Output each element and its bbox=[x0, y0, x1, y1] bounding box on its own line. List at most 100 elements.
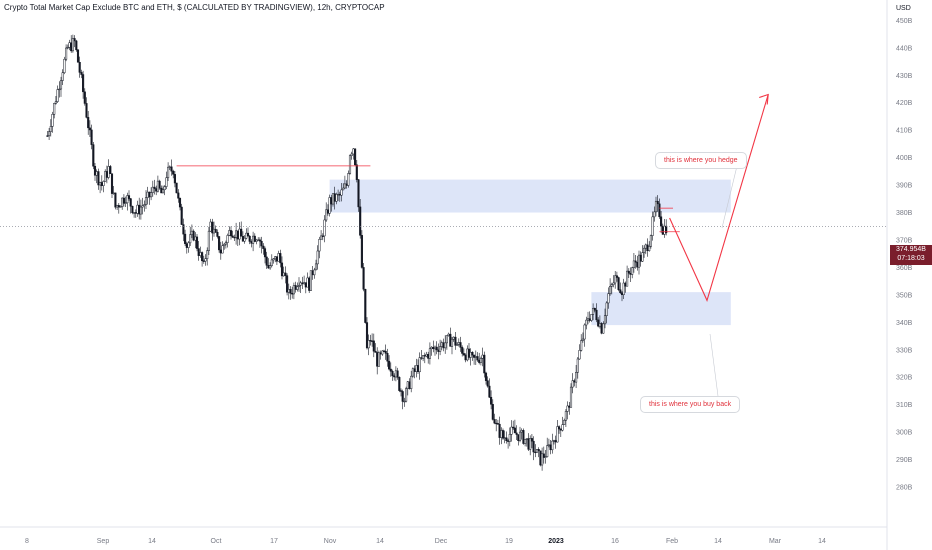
candle-body bbox=[342, 187, 345, 191]
candle-body bbox=[445, 335, 448, 344]
candle-body bbox=[663, 225, 666, 235]
candle-body bbox=[121, 197, 124, 207]
candle-body bbox=[263, 248, 267, 258]
candle-body bbox=[161, 189, 165, 194]
zone-1[interactable] bbox=[591, 292, 731, 326]
candle-body bbox=[541, 453, 544, 466]
candle-body bbox=[229, 230, 233, 237]
candle-body bbox=[107, 166, 110, 178]
candle-body bbox=[399, 390, 403, 392]
candle-body bbox=[228, 230, 231, 236]
candle-body bbox=[377, 352, 380, 367]
candle-body bbox=[82, 74, 85, 93]
candle-body bbox=[525, 438, 528, 440]
candle-body bbox=[598, 323, 601, 327]
candle-body bbox=[529, 438, 532, 450]
candle-body bbox=[129, 198, 132, 207]
candle-body bbox=[580, 340, 583, 351]
candle-body bbox=[153, 186, 156, 189]
candle-body bbox=[248, 235, 251, 242]
candle-body bbox=[602, 323, 605, 334]
candle-body bbox=[252, 235, 255, 244]
candle-body bbox=[381, 350, 384, 355]
candle-body bbox=[539, 450, 542, 466]
candle-body bbox=[571, 380, 574, 388]
candle-body bbox=[338, 193, 341, 196]
candle-body bbox=[306, 277, 309, 288]
candle-body bbox=[292, 285, 295, 295]
candle-body bbox=[352, 148, 355, 155]
candle-body bbox=[260, 240, 263, 247]
candle-body bbox=[648, 246, 651, 251]
candle-body bbox=[253, 235, 256, 242]
candle-body bbox=[450, 338, 454, 347]
candle-body bbox=[476, 356, 479, 361]
candle-body bbox=[517, 434, 520, 441]
candle-body bbox=[297, 284, 301, 288]
candle-body bbox=[80, 72, 83, 75]
candle-body bbox=[117, 205, 120, 208]
candle-body bbox=[590, 314, 593, 321]
projection-path[interactable] bbox=[669, 94, 769, 302]
candle-body bbox=[364, 289, 367, 323]
candle-body bbox=[467, 348, 471, 358]
candle-body bbox=[413, 368, 416, 372]
candle-body bbox=[568, 405, 571, 408]
candle-body bbox=[491, 404, 494, 420]
candle-body bbox=[87, 117, 90, 129]
candle-body bbox=[173, 174, 176, 184]
candle-body bbox=[348, 155, 352, 174]
candle-body bbox=[406, 381, 409, 389]
candle-body bbox=[369, 340, 372, 342]
candle-body bbox=[313, 269, 316, 276]
candle-body bbox=[282, 272, 285, 277]
candle-body bbox=[428, 348, 431, 359]
candle-body bbox=[308, 277, 311, 291]
candle-body bbox=[449, 333, 452, 347]
candle-body bbox=[658, 203, 661, 218]
candle-body bbox=[48, 131, 51, 137]
candle-body bbox=[58, 88, 61, 91]
candle-body bbox=[49, 126, 52, 132]
candle-body bbox=[75, 40, 78, 51]
candle-body bbox=[435, 346, 438, 351]
candle-body bbox=[309, 270, 312, 291]
candle-body bbox=[609, 286, 612, 294]
candle-body bbox=[627, 270, 630, 274]
candle-body bbox=[617, 277, 620, 290]
candle-body bbox=[554, 440, 557, 443]
candle-body bbox=[558, 426, 561, 430]
candle-body bbox=[384, 350, 387, 354]
candle-body bbox=[320, 235, 323, 240]
candle-body bbox=[510, 426, 513, 435]
candle-body bbox=[280, 262, 284, 277]
candle-body bbox=[168, 166, 171, 168]
candle-body bbox=[272, 258, 275, 261]
candle-body bbox=[347, 173, 350, 186]
candle-body bbox=[291, 293, 294, 295]
candle-body bbox=[316, 250, 319, 265]
buy-back-annotation[interactable]: this is where you buy back bbox=[640, 396, 741, 413]
zone-0[interactable] bbox=[329, 179, 731, 213]
candle-body bbox=[56, 89, 59, 102]
candle-body bbox=[556, 426, 559, 443]
candle-body bbox=[357, 179, 360, 208]
candle-body bbox=[109, 166, 112, 174]
candle-body bbox=[518, 431, 522, 441]
candle-body bbox=[233, 236, 236, 239]
candle-body bbox=[610, 284, 613, 287]
candle-body bbox=[304, 282, 307, 288]
candle-body bbox=[116, 205, 119, 208]
candle-body bbox=[595, 309, 598, 321]
candle-body bbox=[59, 80, 63, 90]
hedge-callout-line bbox=[721, 165, 738, 229]
candle-body bbox=[408, 381, 411, 389]
candle-body bbox=[160, 187, 163, 194]
candle-body bbox=[133, 212, 136, 214]
candle-body bbox=[427, 354, 430, 359]
candle-body bbox=[371, 340, 374, 342]
candle-body bbox=[195, 236, 199, 249]
hedge-annotation[interactable]: this is where you hedge bbox=[655, 152, 747, 169]
y-tick-label: 380B bbox=[896, 210, 913, 217]
candle-body bbox=[337, 193, 340, 196]
